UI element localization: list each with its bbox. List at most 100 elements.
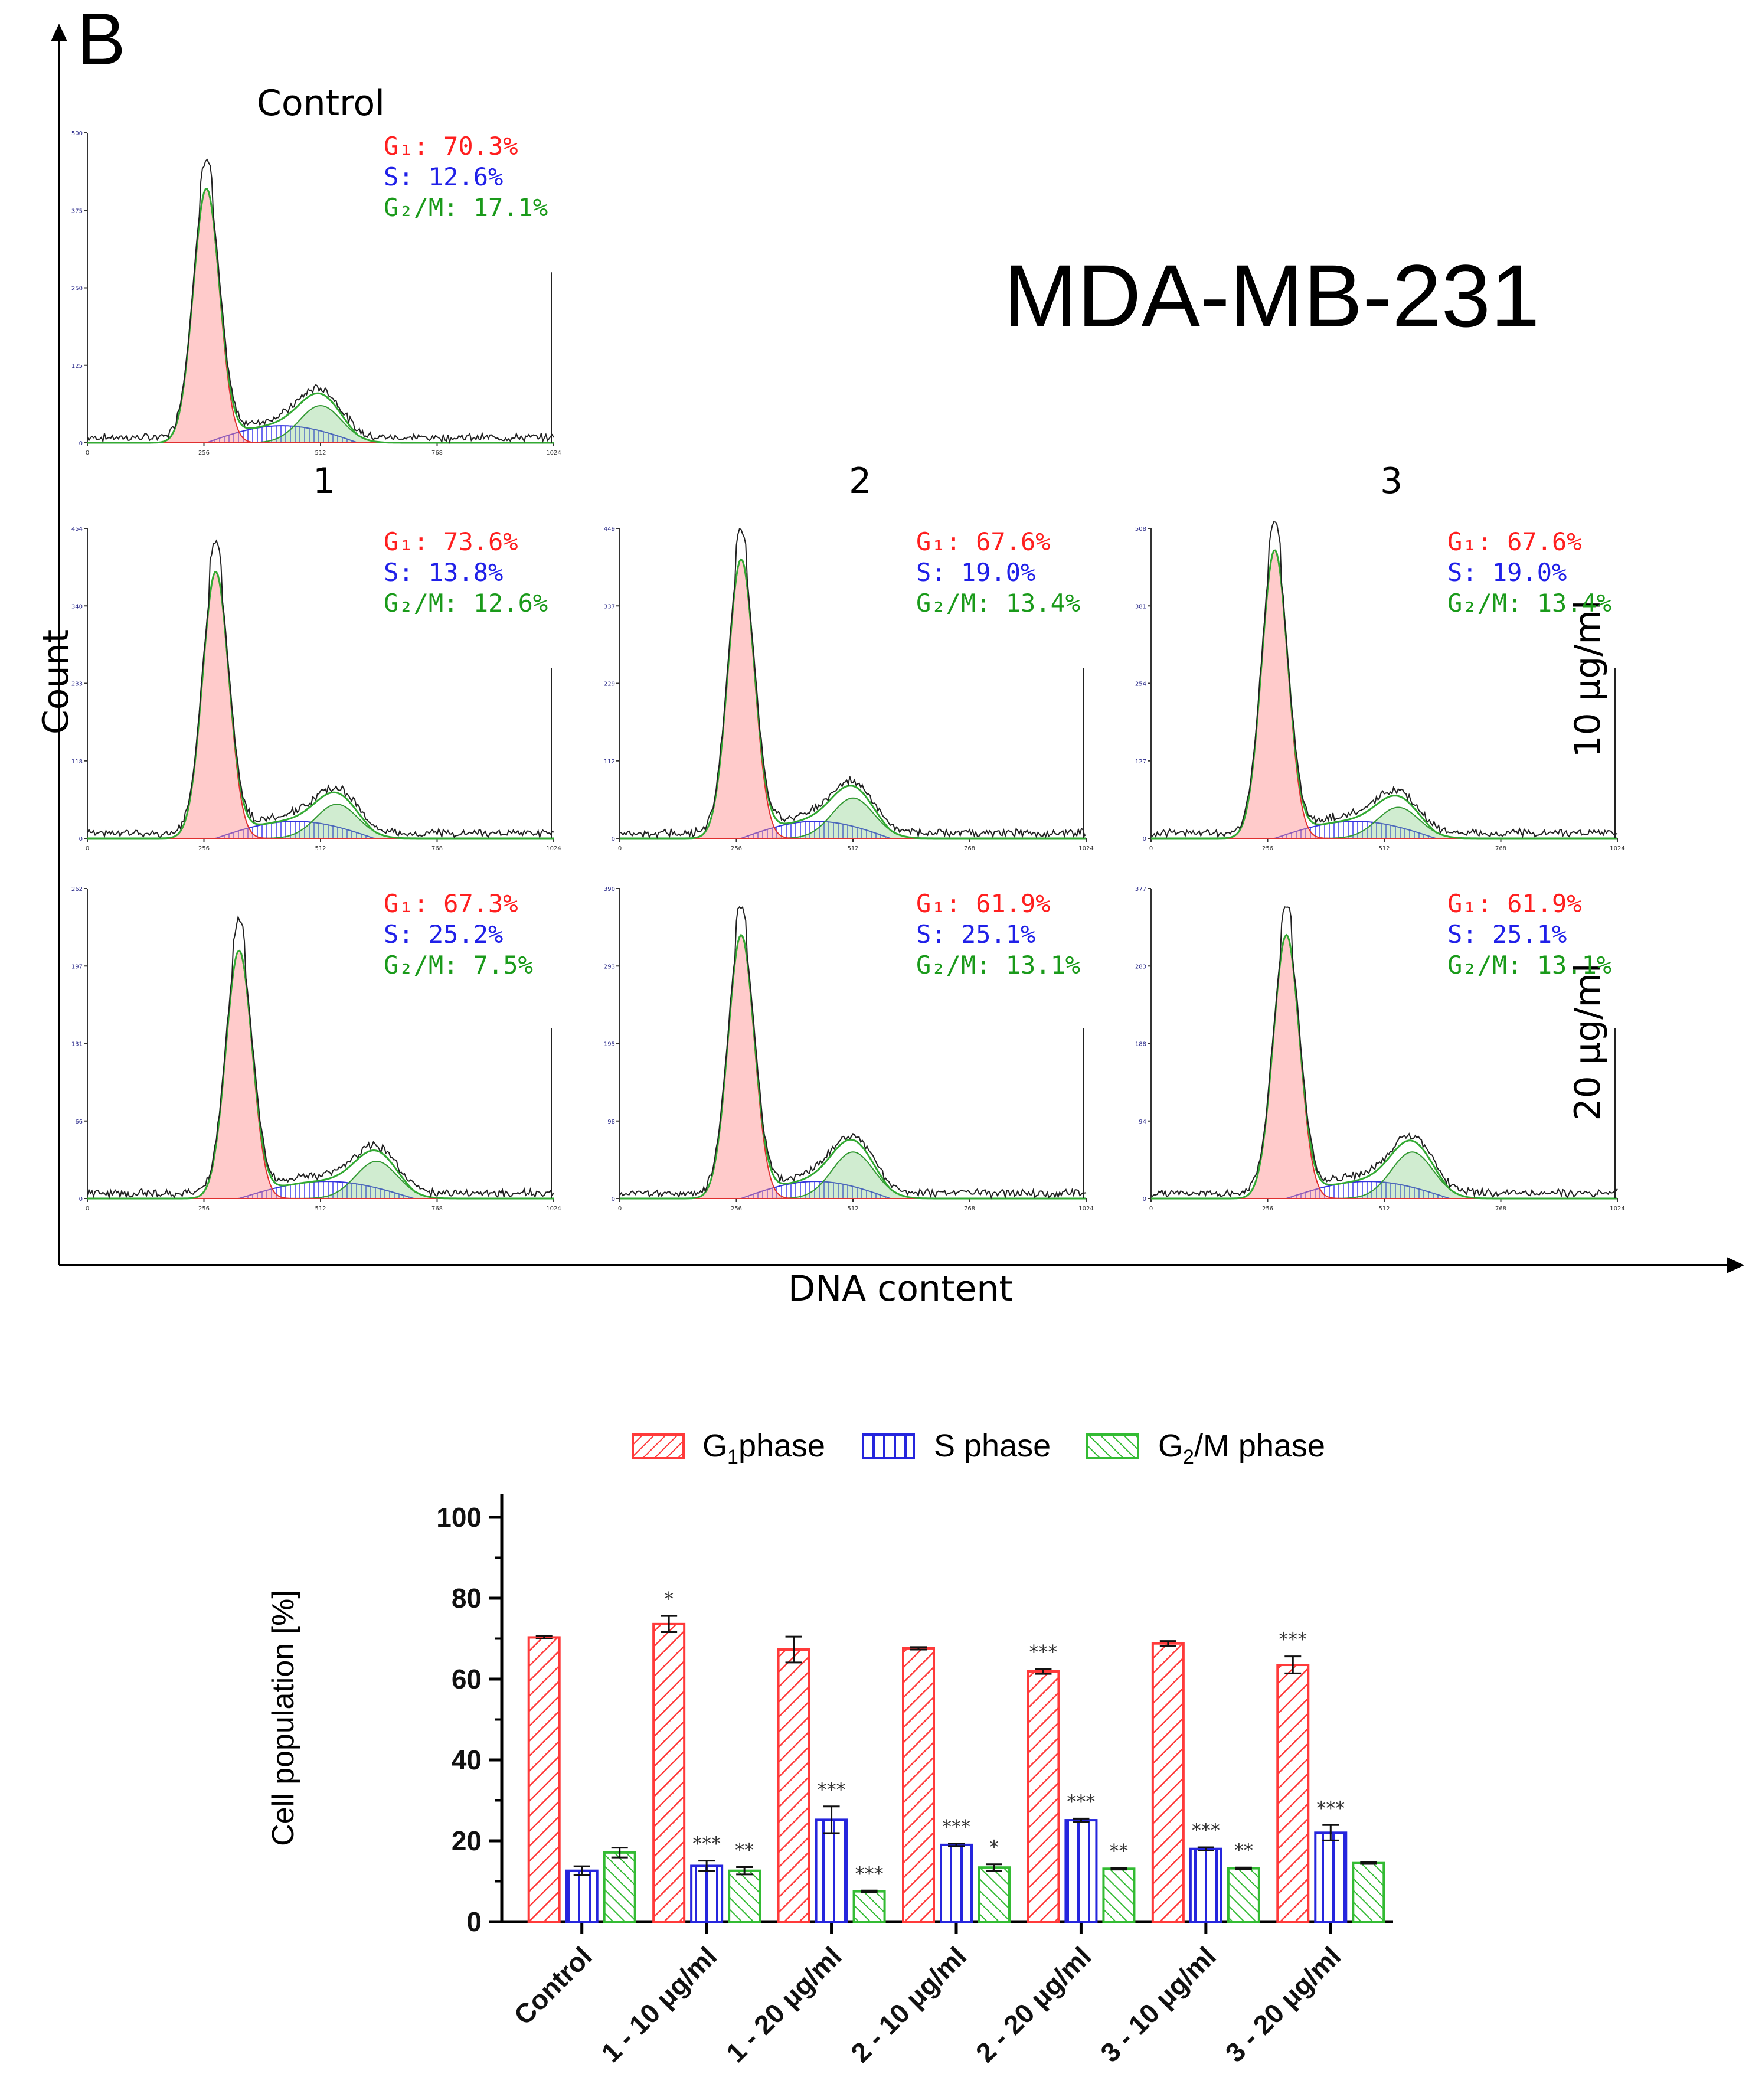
bar-y-tick-label: 60 — [452, 1664, 482, 1694]
histo-x-tick-label: 768 — [1495, 1206, 1506, 1212]
stat-g2m: G₂/M: 7.5% — [384, 951, 533, 979]
histo-fit-line — [1151, 549, 1617, 840]
bar-category-label: 1 - 10 μg/ml — [595, 1941, 723, 2068]
histo-g2m-area — [620, 797, 1086, 839]
significance-marker: ** — [735, 1839, 754, 1861]
stat-g2m: G₂/M: 13.1% — [1447, 951, 1612, 979]
histo-y-tick-label: 125 — [71, 363, 83, 370]
histo-x-tick-label: 1024 — [1610, 1206, 1624, 1212]
histo-y-tick-label: 98 — [607, 1119, 615, 1125]
bar-g2-m-phase — [728, 1869, 761, 1923]
column-header-control: Control — [257, 83, 385, 124]
legend-swatch-g1 — [632, 1433, 685, 1459]
column-header-3: 3 — [1380, 461, 1403, 502]
stat-s: S: 25.1% — [916, 920, 1036, 949]
histo-x-tick-label: 256 — [731, 1206, 742, 1212]
histo-y-tick-label: 0 — [612, 1196, 615, 1203]
histo-y-tick-label: 454 — [71, 526, 83, 533]
histogram-c1-10: 454 340 233 118 00 256 512 768 1024 — [71, 526, 561, 852]
bar-g1phase — [527, 1636, 561, 1923]
histo-y-tick-label: 254 — [1135, 681, 1146, 688]
histo-y-tick-label: 377 — [1135, 886, 1146, 893]
histo-raw-trace — [87, 158, 554, 445]
stats-control: G₁: 70.3% S: 12.6% G₂/M: 17.1% — [384, 131, 548, 223]
bar-s-phase — [1189, 1847, 1222, 1923]
histo-x-tick-label: 1024 — [546, 450, 561, 456]
histo-raw-trace — [1150, 521, 1618, 839]
histo-y-tick-label: 449 — [604, 526, 615, 533]
histo-y-tick-label: 390 — [604, 886, 615, 893]
histogram-c3-10: 508 381 254 127 00 256 512 768 1024 — [1135, 521, 1625, 852]
bar-y-tick-label: 100 — [436, 1502, 482, 1533]
bar-s-phase — [1314, 1831, 1348, 1923]
histo-y-tick-label: 233 — [71, 681, 83, 688]
histogram-c2-20: 390 293 195 98 00 256 512 768 1024 — [604, 886, 1094, 1212]
stats-2-10: G₁: 67.6% S: 19.0% G₂/M: 13.4% — [916, 527, 1080, 619]
histo-x-tick-label: 0 — [1149, 1206, 1153, 1212]
panel-letter: B — [77, 0, 126, 80]
histo-y-tick-label: 0 — [79, 836, 83, 842]
significance-marker: *** — [1192, 1819, 1220, 1841]
significance-marker: *** — [692, 1833, 721, 1855]
significance-marker: *** — [1279, 1628, 1307, 1651]
histo-g1-area — [620, 558, 1086, 839]
histo-fit-line — [87, 571, 554, 840]
histo-x-tick-label: 1024 — [546, 845, 561, 852]
histo-x-tick-label: 256 — [731, 845, 742, 852]
bar-g2-m-phase — [852, 1890, 886, 1923]
significance-marker: *** — [942, 1815, 970, 1838]
histo-y-tick-label: 500 — [71, 130, 83, 137]
y-arrow-icon — [51, 24, 67, 41]
histo-fit-line — [87, 188, 554, 444]
bar-y-tick-label: 0 — [466, 1906, 482, 1937]
bar-y-tick-label: 40 — [452, 1745, 482, 1775]
histo-x-tick-label: 256 — [198, 1206, 210, 1212]
histo-x-tick-label: 512 — [315, 845, 326, 852]
histo-fit-line — [620, 933, 1086, 1200]
histo-y-tick-label: 195 — [604, 1041, 615, 1048]
stat-s: S: 12.6% — [384, 162, 504, 191]
x-arrow-icon — [1727, 1257, 1744, 1273]
histo-y-tick-label: 337 — [604, 603, 615, 610]
legend-label-g2m: G2/M phase — [1158, 1428, 1326, 1468]
significance-marker: ** — [1234, 1839, 1253, 1861]
histo-x-tick-label: 512 — [315, 1206, 326, 1212]
bar-g2-m-phase — [1102, 1867, 1136, 1923]
stat-g2m: G₂/M: 13.4% — [916, 589, 1081, 618]
histo-raw-trace — [619, 906, 1087, 1200]
histo-y-tick-label: 0 — [1143, 836, 1146, 842]
stats-3-10: G₁: 67.6% S: 19.0% G₂/M: 13.4% — [1447, 527, 1611, 619]
histo-y-tick-label: 250 — [71, 286, 83, 292]
stats-2-20: G₁: 61.9% S: 25.1% G₂/M: 13.1% — [916, 889, 1080, 981]
bar-s-phase — [565, 1869, 599, 1923]
histo-y-tick-label: 188 — [1135, 1041, 1146, 1048]
histo-y-tick-label: 340 — [71, 603, 83, 610]
histo-y-tick-label: 0 — [1143, 1196, 1146, 1203]
histo-y-tick-label: 0 — [79, 440, 83, 447]
histo-x-tick-label: 0 — [618, 1206, 622, 1212]
histo-x-tick-label: 0 — [86, 450, 89, 456]
bar-s-phase — [1064, 1819, 1098, 1923]
bar-category-label: 3 - 20 μg/ml — [1220, 1941, 1347, 2068]
histo-x-tick-label: 0 — [618, 845, 622, 852]
histo-x-tick-label: 0 — [86, 845, 89, 852]
bar-category-label: 1 - 20 μg/ml — [720, 1941, 848, 2068]
bar-y-tick-label: 80 — [452, 1583, 482, 1614]
bar-g1phase — [902, 1647, 935, 1923]
histo-x-tick-label: 768 — [431, 845, 443, 852]
histo-y-tick-label: 262 — [71, 886, 83, 893]
histo-x-tick-label: 768 — [1495, 845, 1506, 852]
bar-g2-m-phase — [1352, 1861, 1385, 1923]
histo-g1-area — [87, 188, 554, 443]
bar-g1phase — [1027, 1670, 1060, 1923]
histo-x-tick-label: 256 — [198, 450, 210, 456]
stat-g2m: G₂/M: 17.1% — [384, 193, 548, 222]
stat-g1: G₁: 67.6% — [916, 527, 1051, 556]
bar-category-label: 2 - 20 μg/ml — [970, 1941, 1097, 2068]
bar-g2-m-phase — [603, 1851, 636, 1923]
significance-marker: *** — [1067, 1790, 1095, 1812]
significance-marker: ** — [1109, 1840, 1128, 1862]
